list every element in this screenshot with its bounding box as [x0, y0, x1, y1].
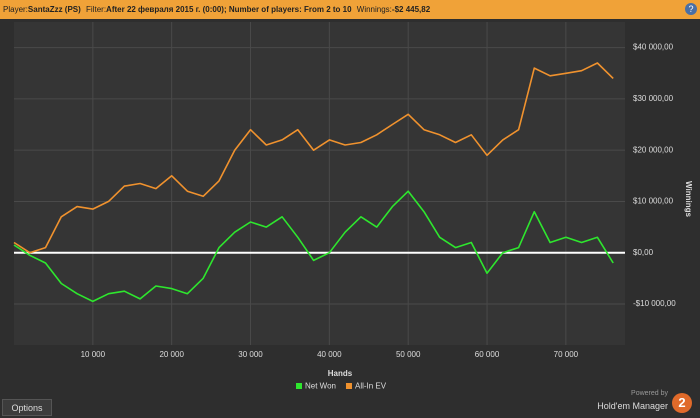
- x-axis-label: Hands: [328, 369, 353, 378]
- x-tick-label: 10 000: [81, 350, 106, 359]
- filter-label: Filter:: [86, 5, 107, 14]
- y-tick-label: $0,00: [633, 248, 654, 257]
- player-label: Player:: [3, 5, 28, 14]
- y-tick-label: $10 000,00: [633, 197, 674, 206]
- winnings-label: Winnings:: [356, 5, 392, 14]
- x-tick-label: 50 000: [396, 350, 421, 359]
- legend-swatch: [345, 383, 352, 389]
- y-axis-label: Winnings: [684, 181, 693, 217]
- x-tick-label: 20 000: [159, 350, 184, 359]
- player: SantaZzz (PS): [27, 5, 81, 14]
- x-tick-label: 30 000: [238, 350, 263, 359]
- help-button[interactable]: ?: [685, 3, 697, 15]
- header-bar: Player:SantaZzz (PS) Filter:After 22 фев…: [0, 0, 700, 19]
- legend-label: Net Won: [305, 382, 336, 391]
- y-tick-label: -$10 000,00: [633, 299, 676, 308]
- options-button[interactable]: Options: [2, 399, 52, 416]
- y-tick-label: $30 000,00: [633, 94, 674, 103]
- brand: Hold'em Manager: [597, 401, 668, 411]
- series-line: [13, 190, 614, 303]
- x-tick-label: 70 000: [554, 350, 579, 359]
- y-tick-label: $40 000,00: [633, 43, 674, 52]
- series-line: [13, 62, 614, 254]
- chart: Hands Winnings -$10 000,00 $0,00 $10 000,0…: [13, 22, 693, 391]
- legend-label: All-In EV: [355, 382, 387, 391]
- filter: After 22 февраля 2015 г. (0:00); Number …: [106, 5, 352, 14]
- y-tick-label: $20 000,00: [633, 145, 674, 154]
- winnings: -$2 445,82: [391, 5, 431, 14]
- brand-badge: 2: [672, 393, 692, 413]
- x-tick-label: 40 000: [317, 350, 342, 359]
- x-tick-label: 60 000: [475, 350, 500, 359]
- legend-swatch: [296, 383, 302, 389]
- plot-area: [14, 22, 625, 345]
- powered-by: Powered by: [631, 390, 668, 397]
